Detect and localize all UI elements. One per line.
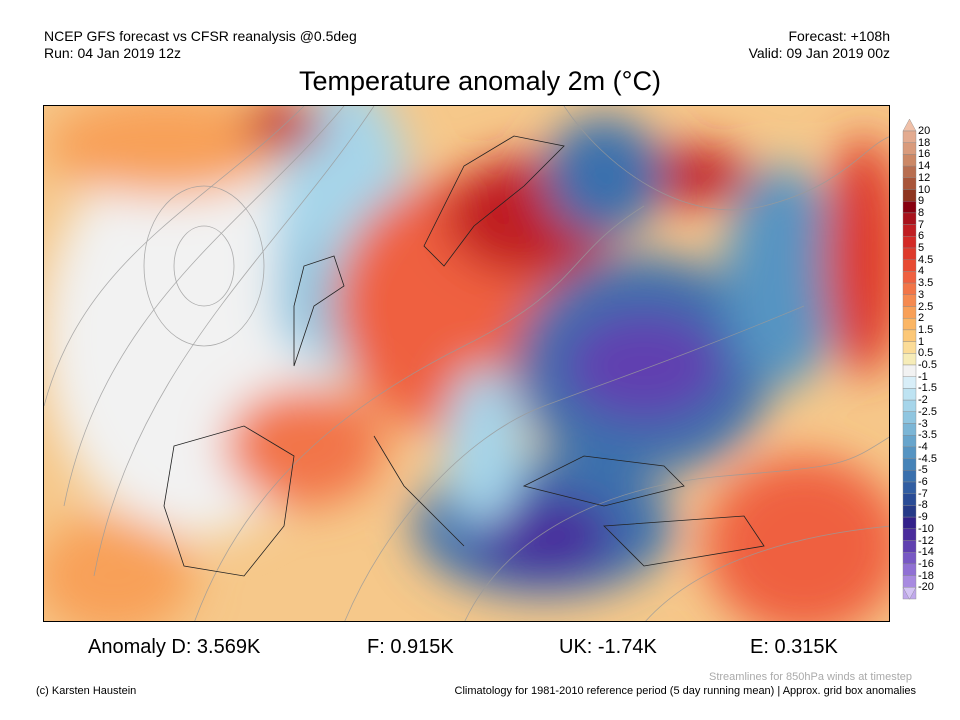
colorbar-label: 20	[918, 125, 931, 137]
colorbar-bin	[902, 411, 917, 424]
colorbar-bin	[902, 329, 917, 342]
colorbar-bin	[902, 423, 917, 436]
colorbar-bin	[902, 388, 917, 401]
run-line: Run: 04 Jan 2019 12z	[44, 45, 181, 61]
colorbar-bin	[902, 282, 917, 296]
colorbar-label: 3	[918, 288, 925, 301]
map-canvas	[44, 106, 889, 621]
colorbar-bin	[902, 154, 917, 167]
colorbar-label: 2	[918, 312, 925, 325]
colorbar-label: -3.5	[918, 429, 937, 442]
climatology-note: Climatology for 1981-2010 reference peri…	[454, 685, 916, 697]
colorbar-bin	[902, 130, 917, 143]
colorbar-bin	[902, 435, 917, 448]
colorbar-bin	[902, 294, 917, 307]
stat-europe: E: 0.315K	[750, 636, 838, 658]
colorbar-bin	[902, 470, 917, 483]
stat-france: F: 0.915K	[367, 636, 454, 658]
colorbar-label: -1.5	[918, 382, 937, 395]
colorbar-label: -14	[918, 546, 934, 559]
colorbar-label: -1	[918, 370, 928, 383]
colorbar-label: -0.5	[918, 359, 937, 371]
colorbar-label: 2.5	[918, 300, 934, 313]
colorbar-bin	[902, 587, 917, 600]
colorbar-bin	[902, 528, 917, 541]
colorbar-label: -9	[918, 511, 928, 524]
colorbar-bin	[902, 493, 917, 506]
colorbar-bin	[902, 399, 917, 413]
colorbar-bin	[902, 376, 917, 389]
colorbar-label: -16	[918, 557, 934, 570]
colorbar-bin	[902, 142, 917, 155]
colorbar-bin	[902, 236, 917, 249]
colorbar-label: -4.5	[918, 452, 937, 465]
colorbar-bin	[902, 118, 917, 132]
stat-uk: UK: -1.74K	[559, 636, 657, 658]
colorbar-label: -6	[918, 476, 928, 488]
colorbar-label: -4	[918, 440, 928, 453]
colorbar-label: -8	[918, 499, 928, 512]
colorbar-label: -12	[918, 534, 934, 547]
colorbar-bin	[902, 318, 917, 331]
stat-germany: Anomaly D: 3.569K	[88, 636, 261, 658]
colorbar-bin	[902, 353, 917, 366]
colorbar-bin	[902, 259, 917, 272]
colorbar-bin	[902, 575, 917, 588]
colorbar-label: -5	[918, 464, 928, 477]
colorbar-label: 6	[918, 230, 925, 243]
colorbar-bin	[902, 481, 917, 494]
colorbar-label: 16	[918, 148, 931, 161]
colorbar-bin	[902, 364, 917, 377]
colorbar-label: 5	[918, 242, 925, 254]
colorbar-bin	[902, 224, 917, 237]
colorbar-label: -2	[918, 394, 928, 407]
colorbar-bin	[902, 271, 917, 284]
colorbar-bin	[902, 165, 917, 179]
model-line: NCEP GFS forecast vs CFSR reanalysis @0.…	[44, 28, 357, 44]
colorbar-bin	[902, 200, 917, 214]
colorbar-bin	[902, 247, 917, 260]
colorbar-bin	[902, 306, 917, 319]
colorbar-bin	[902, 341, 917, 354]
map-title: Temperature anomaly 2m (°C)	[299, 66, 661, 96]
colorbar-label: 9	[918, 195, 925, 208]
colorbar-label: -7	[918, 487, 928, 500]
colorbar-bin	[902, 458, 917, 471]
colorbar-bin	[902, 446, 917, 459]
colorbar-label: 3.5	[918, 277, 934, 290]
colorbar-label: -20	[918, 581, 934, 594]
colorbar-bin	[902, 563, 917, 576]
colorbar-label: -18	[918, 569, 934, 582]
colorbar-label: 0.5	[918, 347, 934, 360]
colorbar-label: -2.5	[918, 405, 937, 418]
colorbar-label: 7	[918, 218, 925, 231]
colorbar-label: 1.5	[918, 323, 934, 336]
colorbar-label: 1	[918, 335, 925, 348]
colorbar-label: -3	[918, 417, 928, 430]
colorbar-bin	[902, 505, 917, 518]
streamlines-note: Streamlines for 850hPa winds at timestep	[709, 671, 912, 683]
credit: (c) Karsten Haustein	[36, 685, 137, 697]
colorbar-label: 14	[918, 160, 931, 173]
colorbar-label: 18	[918, 136, 931, 149]
colorbar-label: 4	[918, 265, 925, 278]
colorbar-bin	[902, 516, 917, 529]
colorbar-bin	[902, 540, 917, 553]
colorbar-bin	[902, 177, 917, 190]
colorbar-bin	[902, 552, 917, 565]
colorbar-label: -10	[918, 522, 934, 535]
colorbar-label: 4.5	[918, 253, 934, 266]
anomaly-map	[43, 105, 890, 622]
valid-line: Valid: 09 Jan 2019 00z	[748, 45, 890, 61]
colorbar-label: 12	[918, 171, 931, 184]
forecast-line: Forecast: +108h	[788, 28, 890, 44]
coastlines	[163, 135, 765, 577]
colorbar-label: 10	[918, 183, 931, 196]
streamlines	[44, 106, 889, 621]
colorbar-label: 8	[918, 206, 925, 219]
colorbar-bin	[902, 212, 917, 225]
colorbar-bin	[902, 189, 917, 202]
